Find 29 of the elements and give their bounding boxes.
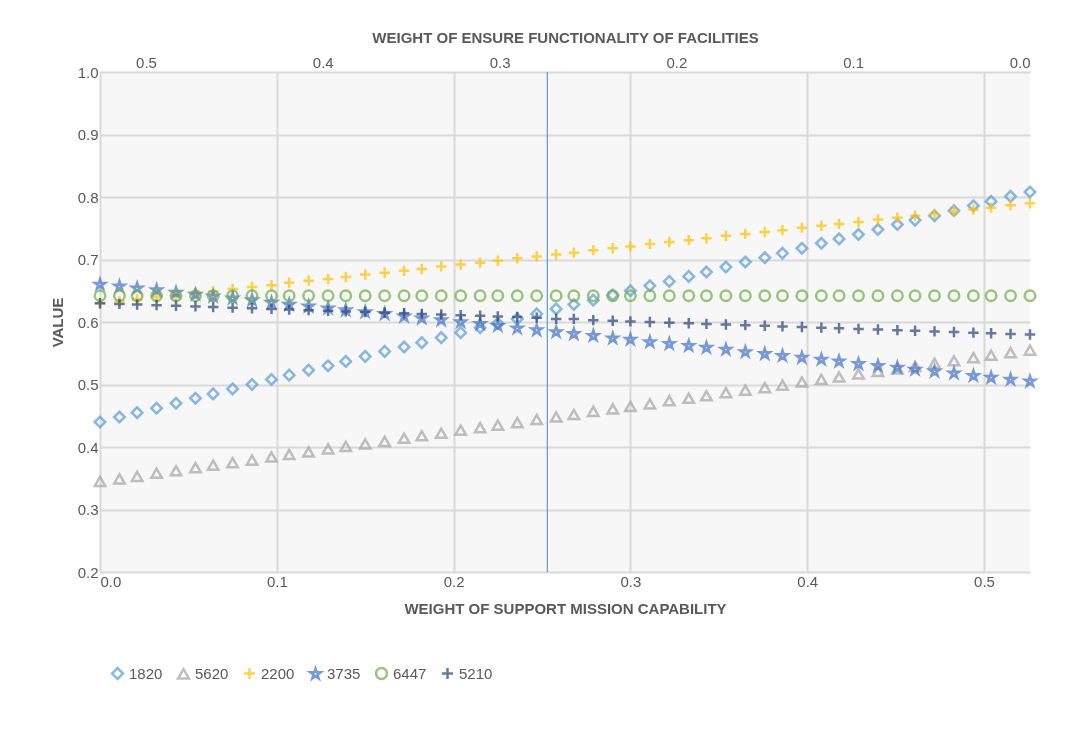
y-tick-label: 0.7 [77, 251, 99, 268]
y-tick-label: 0.9 [77, 126, 99, 143]
y-tick-label: 1.0 [77, 63, 99, 81]
x-tick-label: 0.3 [620, 572, 642, 590]
x2-tick-label: 0.0 [1009, 53, 1031, 71]
x-tick-label: 0.1 [266, 572, 288, 590]
legend-label: 2200 [261, 664, 295, 682]
x2-tick-label: 0.2 [666, 53, 688, 71]
x-tick-label: 0.2 [443, 572, 465, 590]
x-tick-label: 0.4 [797, 572, 819, 590]
y-tick-label: 0.5 [77, 376, 99, 393]
x-axis-title: WEIGHT OF SUPPORT MISSION CAPABILITY [404, 599, 727, 617]
x-tick-label: 0.0 [100, 572, 122, 590]
x2-tick-label: 0.1 [843, 53, 865, 71]
legend-label: 5620 [195, 664, 229, 682]
legend-label: 1820 [129, 664, 163, 682]
legend-label: 6447 [393, 664, 427, 682]
legend-label: 3735 [327, 665, 361, 683]
legend-label: 5210 [459, 664, 493, 682]
x2-tick-label: 0.4 [312, 53, 334, 71]
y-axis-title: VALUE [48, 297, 66, 348]
y-tick-label: 0.8 [77, 188, 99, 206]
y-tick-label: 0.4 [77, 438, 99, 456]
x-tick-label: 0.5 [974, 572, 995, 590]
x2-tick-label: 0.3 [489, 53, 511, 71]
y-tick-label: 0.6 [77, 313, 99, 331]
x2-axis-title: WEIGHT OF ENSURE FUNCTIONALITY OF FACILITIES [372, 28, 759, 46]
y-tick-label: 0.3 [77, 501, 99, 518]
x2-tick-label: 0.5 [136, 53, 157, 71]
